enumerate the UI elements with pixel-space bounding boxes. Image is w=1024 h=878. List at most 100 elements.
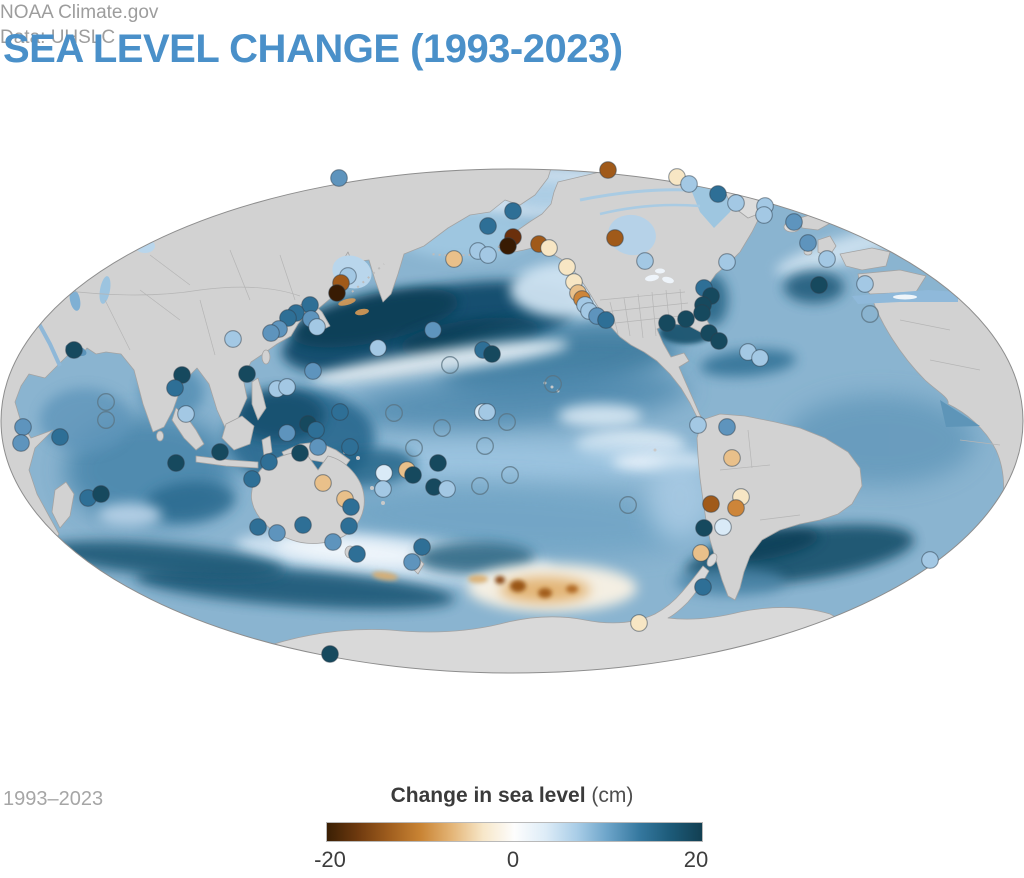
station-dot bbox=[309, 438, 327, 456]
station-dot bbox=[861, 305, 879, 323]
station-dot bbox=[677, 310, 695, 328]
station-dot bbox=[636, 252, 654, 270]
station-dot bbox=[718, 253, 736, 271]
station-dot bbox=[695, 519, 713, 537]
country-borders bbox=[59, 249, 1001, 521]
red-sea bbox=[36, 321, 62, 367]
credit-line-2: Data: UHSLC bbox=[0, 27, 116, 48]
station-dot bbox=[689, 416, 707, 434]
land-antarctic-peninsula-tip bbox=[706, 553, 718, 567]
land-taiwan bbox=[261, 349, 271, 365]
station-dot bbox=[476, 437, 494, 455]
station-dot bbox=[544, 375, 562, 393]
station-dot bbox=[630, 614, 648, 632]
land-sri-lanka bbox=[156, 430, 164, 442]
station-dot bbox=[693, 304, 711, 322]
station-dot bbox=[658, 314, 676, 332]
station-dot bbox=[177, 405, 195, 423]
station-dot bbox=[260, 453, 278, 471]
colorbar bbox=[326, 822, 703, 842]
colorbar-tick-zero: 0 bbox=[506, 847, 520, 872]
station-dot bbox=[413, 538, 431, 556]
station-dot bbox=[424, 321, 442, 339]
station-dot bbox=[694, 578, 712, 596]
station-dot bbox=[278, 378, 296, 396]
station-dot bbox=[294, 516, 312, 534]
station-dot bbox=[479, 217, 497, 235]
station-dot bbox=[438, 480, 456, 498]
legend-title: Change in sea level (cm) bbox=[0, 784, 1024, 808]
station-dot bbox=[307, 421, 325, 439]
station-dot bbox=[404, 466, 422, 484]
station-dot bbox=[558, 258, 576, 276]
land-australia bbox=[251, 451, 365, 544]
station-dot bbox=[291, 444, 309, 462]
station-dot bbox=[224, 330, 242, 348]
credit-line-1: NOAA Climate.gov bbox=[0, 2, 159, 23]
land-borneo bbox=[221, 415, 255, 451]
station-dot bbox=[243, 470, 261, 488]
mediterranean-white-patch bbox=[893, 294, 917, 300]
colorbar-tick-min: -20 bbox=[314, 847, 346, 872]
station-dot bbox=[751, 349, 769, 367]
station-dot bbox=[433, 419, 451, 437]
station-dot bbox=[97, 393, 115, 411]
great-lake-3 bbox=[655, 268, 665, 274]
black-sea bbox=[69, 289, 81, 311]
station-dot bbox=[471, 477, 489, 495]
station-dot bbox=[856, 275, 874, 293]
source-credits: NOAA Climate.gov Data: UHSLC bbox=[0, 0, 1024, 50]
station-dot bbox=[504, 202, 522, 220]
land-philippines bbox=[251, 377, 267, 421]
station-dot bbox=[167, 454, 185, 472]
station-dot bbox=[92, 485, 110, 503]
station-dot bbox=[619, 496, 637, 514]
japan-anomaly-spot-1 bbox=[338, 298, 356, 306]
station-dot bbox=[97, 411, 115, 429]
station-dot bbox=[262, 324, 280, 342]
land-java bbox=[195, 455, 259, 469]
legend-unit: (cm) bbox=[591, 784, 634, 807]
land-madagascar bbox=[51, 481, 75, 529]
station-dot bbox=[479, 246, 497, 264]
station-dot bbox=[12, 434, 30, 452]
station-dot bbox=[540, 239, 558, 257]
station-dot bbox=[483, 345, 501, 363]
station-dot bbox=[385, 404, 403, 422]
station-dot bbox=[268, 524, 286, 542]
globe-outline bbox=[0, 168, 1024, 674]
station-dot bbox=[429, 454, 447, 472]
station-dot bbox=[714, 518, 732, 536]
station-dot bbox=[51, 428, 69, 446]
station-dot bbox=[321, 645, 339, 663]
station-dot bbox=[478, 403, 496, 421]
station-dot bbox=[314, 474, 332, 492]
station-dot bbox=[727, 499, 745, 517]
station-dot bbox=[374, 480, 392, 498]
station-dot bbox=[692, 544, 710, 562]
great-lake-1 bbox=[645, 274, 659, 282]
arctic-channel-2 bbox=[599, 203, 701, 216]
land-france-europe bbox=[839, 247, 891, 271]
station-dot bbox=[718, 418, 736, 436]
station-dot bbox=[818, 250, 836, 268]
period-label: 1993–2023 bbox=[3, 788, 104, 810]
station-dot bbox=[710, 332, 728, 350]
station-dot bbox=[304, 362, 322, 380]
station-dot bbox=[785, 213, 803, 231]
station-dot bbox=[597, 311, 615, 329]
station-dot bbox=[330, 169, 348, 187]
station-dot bbox=[921, 551, 939, 569]
station-dot bbox=[727, 194, 745, 212]
station-dot bbox=[680, 175, 698, 193]
station-dot bbox=[709, 185, 727, 203]
station-dot bbox=[799, 234, 817, 252]
station-dot bbox=[599, 161, 617, 179]
station-dot bbox=[324, 533, 342, 551]
station-dot bbox=[328, 284, 346, 302]
station-dot bbox=[499, 237, 517, 255]
land-sulawesi bbox=[261, 435, 273, 457]
station-dot bbox=[65, 341, 83, 359]
colorbar-tick-max: 20 bbox=[683, 847, 709, 872]
